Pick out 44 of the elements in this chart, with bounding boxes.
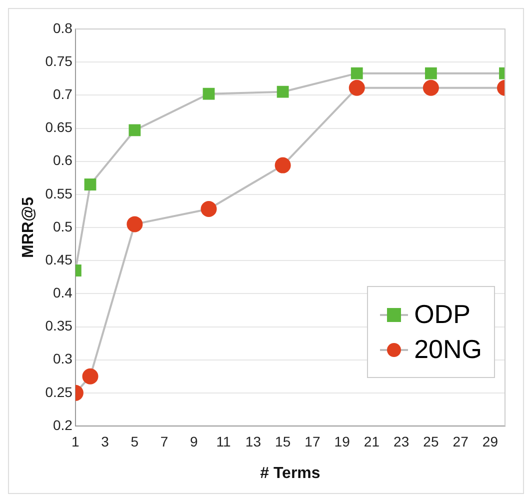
x-tick-label: 5 xyxy=(130,433,139,450)
y-tick-label: 0.75 xyxy=(45,52,73,69)
point xyxy=(348,80,365,96)
y-tick-label: 0.55 xyxy=(45,185,73,202)
point xyxy=(128,124,141,136)
x-tick-label: 23 xyxy=(394,433,410,450)
y-tick-label: 0.8 xyxy=(52,20,73,36)
x-tick-label: 27 xyxy=(452,433,469,450)
point xyxy=(84,178,96,190)
x-tick-label: 13 xyxy=(245,433,262,450)
x-tick-label: 17 xyxy=(304,433,320,450)
point xyxy=(126,216,143,232)
point xyxy=(350,67,363,80)
x-tick-label: 21 xyxy=(364,433,380,450)
point xyxy=(274,157,291,174)
legend-label: 20NG xyxy=(414,334,482,365)
x-tick-label: 11 xyxy=(216,433,232,450)
y-tick-label: 0.25 xyxy=(45,384,73,400)
x-tick-label: 7 xyxy=(160,433,168,450)
x-tick-label: 25 xyxy=(423,433,439,450)
point xyxy=(422,80,439,96)
x-axis-title: # Terms xyxy=(260,464,320,482)
point xyxy=(424,67,437,80)
x-tick-label: 29 xyxy=(482,433,498,450)
x-tick-label: 1 xyxy=(72,433,80,450)
y-tick-label: 0.2 xyxy=(52,416,73,433)
x-tick-label: 15 xyxy=(275,433,291,450)
y-tick-label: 0.3 xyxy=(52,350,73,367)
point xyxy=(202,88,215,100)
y-axis-title: MRR@5 xyxy=(20,196,38,258)
y-tick-label: 0.45 xyxy=(45,251,73,268)
y-tick-label: 0.7 xyxy=(52,86,73,102)
y-tick-label: 0.5 xyxy=(52,218,73,234)
x-tick-label: 19 xyxy=(334,433,350,450)
x-tick-label: 9 xyxy=(190,433,198,450)
y-tick-label: 0.6 xyxy=(52,152,73,168)
y-tick-label: 0.65 xyxy=(45,119,73,136)
point xyxy=(82,368,98,384)
y-tick-label: 0.35 xyxy=(45,318,73,334)
point xyxy=(200,200,217,217)
x-tick-label: 3 xyxy=(101,433,110,450)
y-tick-label: 0.4 xyxy=(52,284,73,301)
legend-label: ODP xyxy=(414,299,470,330)
point xyxy=(276,86,289,98)
